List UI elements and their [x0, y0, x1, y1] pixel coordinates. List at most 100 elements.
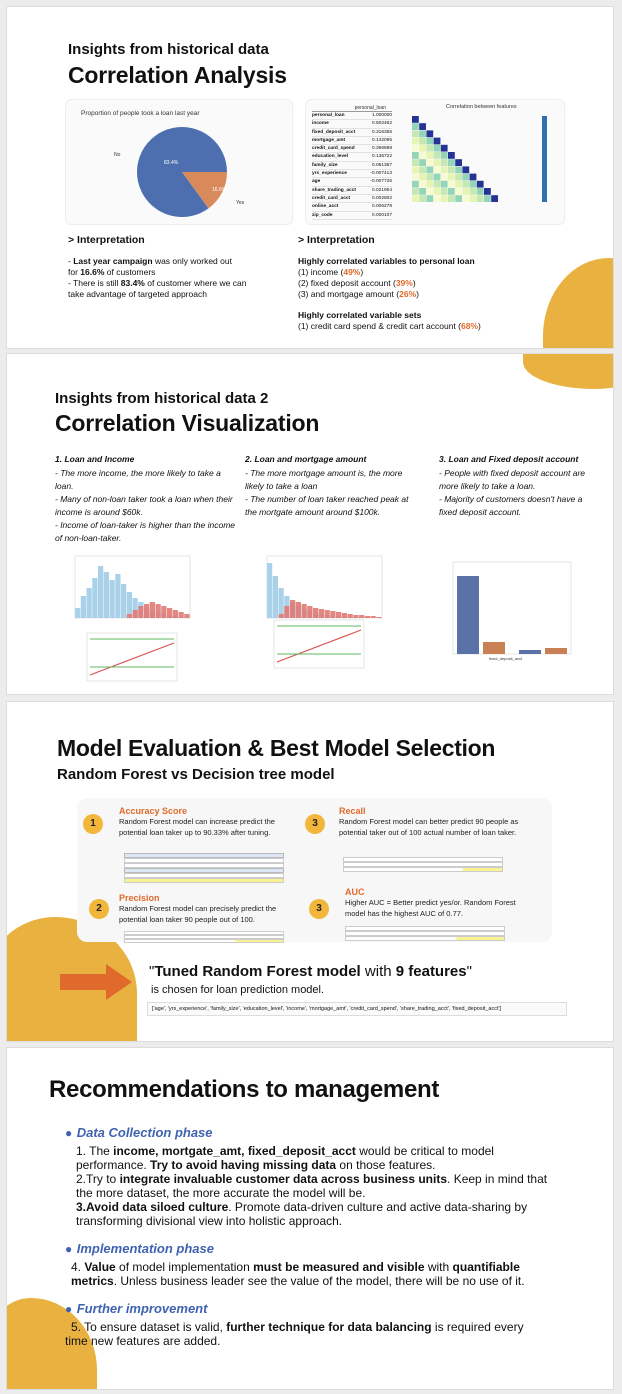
heatmap-cell — [426, 188, 434, 195]
insight-col-1: 1. Loan and Income - The more income, th… — [55, 454, 235, 545]
histogram-bar — [178, 612, 184, 618]
card-recall: Recall Random Forest model can better pr… — [339, 806, 519, 838]
heatmap-cell — [419, 152, 426, 159]
insight-line: - The more mortgage amount is, the more … — [245, 468, 403, 491]
heatmap-cell — [455, 195, 462, 202]
slide-correlation-visualization: Insights from historical data 2 Correlat… — [6, 353, 614, 695]
histogram-bar — [121, 584, 127, 618]
histogram-bar — [278, 614, 284, 618]
insight-lines: - The more income, the more likely to ta… — [55, 467, 235, 545]
heatmap-cell — [412, 123, 419, 130]
interpretation-left-text: - Last year campaign was only worked out… — [68, 256, 247, 299]
histogram-bar — [330, 611, 336, 618]
heatmap-cell — [462, 188, 470, 195]
correlation-table-row: age -0.007726 — [312, 178, 392, 187]
histogram-bar — [341, 613, 347, 618]
mortgage-regression-plot — [273, 619, 365, 669]
card-number-badge: 3 — [305, 814, 325, 834]
heatmap-cell — [433, 188, 441, 195]
histogram-bar — [92, 578, 98, 618]
histogram-bar — [301, 604, 307, 618]
group2-item: (1) credit card spend & credit cart acco… — [298, 321, 481, 331]
heatmap-cell — [448, 180, 455, 188]
histogram-bar — [307, 606, 313, 618]
histogram-bar — [161, 606, 167, 618]
recommendation-list: ● Data Collection phase 1. The income, m… — [65, 1124, 605, 1348]
heatmap-cell — [419, 188, 426, 195]
interpretation-right: > Interpretation Highly correlated varia… — [298, 234, 548, 332]
bar — [519, 650, 541, 654]
insight-lines: - The more mortgage amount is, the more … — [245, 467, 417, 519]
decorative-blob — [523, 354, 613, 389]
heatmap-cell — [412, 144, 419, 152]
pie-chart-title: Proportion of people took a loan last ye… — [81, 110, 200, 117]
phase-implementation: ● Implementation phase — [65, 1241, 214, 1256]
insight-line: - Many of non-loan taker took a loan whe… — [55, 494, 233, 517]
fixed-deposit-bar-chart — [452, 561, 572, 655]
correlation-table-row: family_size 0.061367 — [312, 162, 392, 171]
correlation-table: personal_loan personal_loan 1.000000 incom… — [312, 105, 392, 220]
heatmap-cell — [476, 188, 484, 195]
correlation-table-row: share_trading_acct 0.021954 — [312, 187, 392, 195]
correlation-table-header: personal_loan — [312, 105, 392, 112]
insight-col-2: 2. Loan and mortgage amount - The more m… — [245, 454, 417, 519]
histogram-bar — [103, 572, 109, 618]
histogram-bar — [115, 574, 121, 618]
histogram-bar — [155, 604, 161, 618]
card-accuracy: Accuracy Score Random Forest model can i… — [119, 806, 289, 838]
correlation-heatmap — [412, 116, 547, 202]
slide-title: Model Evaluation & Best Model Selection — [57, 735, 496, 761]
histogram-bar — [324, 610, 330, 618]
pie-outer-label-left: No — [114, 152, 121, 158]
heatmap-cell — [433, 159, 441, 166]
histogram-bar — [149, 602, 155, 618]
histogram-bar — [172, 610, 178, 618]
histogram-bar — [376, 617, 382, 618]
heatmap-cell — [412, 195, 419, 202]
histogram-bar — [80, 596, 86, 618]
conclusion-headline: "Tuned Random Forest model with 9 featur… — [149, 963, 472, 980]
recommendation-1: 1. The income, mortgate_amt, fixed_depos… — [76, 1144, 494, 1172]
correlation-table-row: mortgage_amt 0.142095 — [312, 137, 392, 146]
heatmap-cell — [462, 180, 470, 188]
card-text: Higher AUC = Better predict yes/or. Rand… — [345, 898, 516, 918]
histogram-bar — [284, 606, 290, 618]
histogram-bar — [295, 602, 301, 618]
histogram-bar — [138, 606, 144, 618]
pie-chart — [137, 127, 228, 218]
insight-line: - Income of loan-taker is higher than th… — [55, 520, 236, 543]
features-list: ['age', 'yrs_experience', 'family_size',… — [147, 1002, 567, 1016]
correlation-table-row: yrs_experience -0.007413 — [312, 170, 392, 179]
heatmap-title: Correlation between features — [446, 104, 517, 110]
insight-heading: 2. Loan and mortgage amount — [245, 454, 367, 464]
heatmap-cell — [462, 166, 470, 174]
histogram-bar — [132, 598, 138, 618]
group1-item: (1) income (49%) — [298, 267, 364, 277]
heatmap-cell — [412, 173, 419, 181]
histogram-bar — [313, 608, 319, 618]
histogram-bar — [184, 614, 190, 618]
interpretation-left: > Interpretation - Last year campaign wa… — [68, 234, 298, 300]
recommendation-5: 5. To ensure dataset is valid, further t… — [65, 1320, 524, 1348]
histogram-bar — [267, 563, 273, 618]
heatmap-cell — [426, 159, 434, 166]
heatmap-cell — [469, 180, 477, 188]
decorative-blob — [543, 258, 613, 348]
heatmap-cell — [433, 137, 441, 145]
insight-line: - The more income, the more likely to ta… — [55, 468, 221, 491]
group1-list: (1) income (49%) (2) fixed deposit accoun… — [298, 267, 548, 300]
histogram-bar — [98, 566, 104, 618]
heatmap-cell — [440, 195, 448, 202]
heatmap-cell — [440, 144, 448, 152]
heatmap-cell — [440, 152, 448, 159]
correlation-table-row: fixed_deposit_acct 0.316355 — [312, 129, 392, 137]
histogram-bar — [126, 592, 132, 618]
group1-item: (3) and mortgage amount (26%) — [298, 289, 419, 299]
phase-data-collection: ● Data Collection phase — [65, 1125, 213, 1140]
correlation-table-row: income 0.502462 — [312, 120, 392, 129]
histogram-bar — [347, 614, 353, 618]
histogram-bar — [359, 615, 365, 618]
correlation-table-row: credit_card_acct 0.002802 — [312, 195, 392, 204]
accuracy-mini-table — [124, 853, 284, 883]
histogram-bar — [86, 588, 92, 618]
